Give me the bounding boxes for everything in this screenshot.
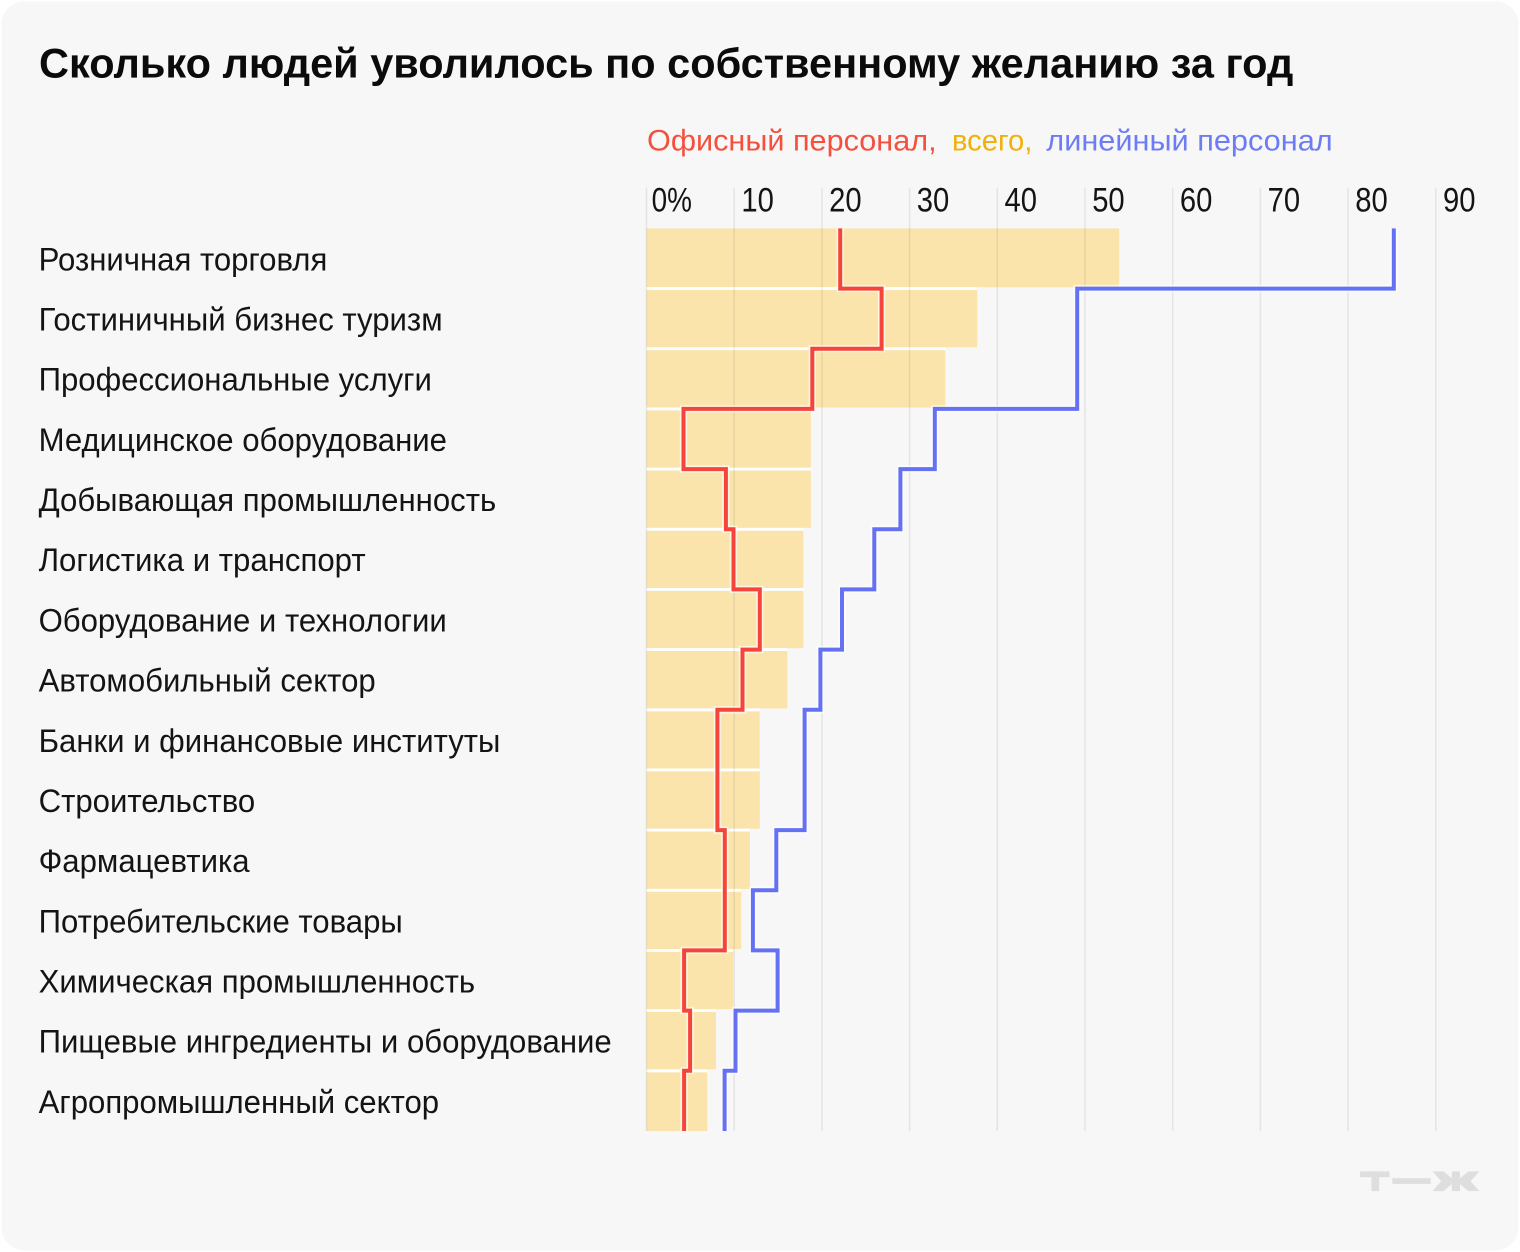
svg-text:Офисный персонал,: Офисный персонал, [647,125,937,158]
svg-text:Фармацевтика: Фармацевтика [39,843,250,879]
svg-text:0%: 0% [652,181,692,219]
svg-text:50: 50 [1092,181,1125,219]
svg-text:Профессиональные услуги: Профессиональные услуги [39,362,432,398]
svg-text:80: 80 [1355,181,1388,219]
svg-text:Гостиничный бизнес туризм: Гостиничный бизнес туризм [39,302,443,338]
svg-text:Строительство: Строительство [39,783,256,819]
svg-text:линейный персонал: линейный персонал [1046,125,1332,158]
svg-text:Оборудование и технологии: Оборудование и технологии [39,602,447,638]
svg-text:Сколько людей уволилось по соб: Сколько людей уволилось по собственному … [39,40,1293,87]
svg-text:30: 30 [917,181,950,219]
svg-text:всего,: всего, [952,125,1032,158]
svg-text:Розничная торговля: Розничная торговля [39,241,328,277]
svg-text:Потребительские товары: Потребительские товары [39,903,403,939]
svg-text:Логистика и транспорт: Логистика и транспорт [39,542,366,578]
svg-text:60: 60 [1180,181,1213,219]
svg-text:90: 90 [1443,181,1476,219]
svg-text:Химическая промышленность: Химическая промышленность [39,963,476,999]
svg-text:Пищевые ингредиенты и оборудов: Пищевые ингредиенты и оборудование [39,1024,612,1060]
svg-text:Добывающая промышленность: Добывающая промышленность [39,482,497,518]
svg-text:10: 10 [741,181,774,219]
svg-text:Медицинское оборудование: Медицинское оборудование [39,422,447,458]
svg-text:Автомобильный сектор: Автомобильный сектор [39,663,376,699]
svg-text:20: 20 [829,181,862,219]
svg-text:Агропромышленный сектор: Агропромышленный сектор [39,1084,440,1120]
svg-text:Банки и финансовые институты: Банки и финансовые институты [39,723,501,759]
svg-text:70: 70 [1268,181,1301,219]
svg-text:40: 40 [1005,181,1038,219]
